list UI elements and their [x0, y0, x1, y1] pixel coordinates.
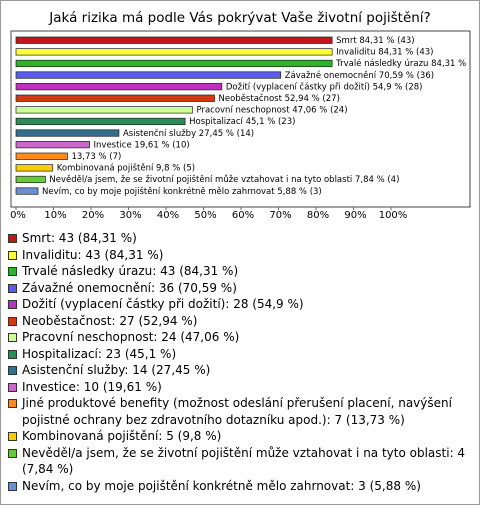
legend-item: Nevím, co by moje pojištění konkrétně mě… [8, 478, 470, 495]
legend-item: Smrt: 43 (84,31 %) [8, 230, 470, 247]
legend-label: Hospitalizací: 23 (45,1 %) [22, 346, 177, 361]
data-label: Invaliditu 84,31 % (43) [336, 48, 433, 58]
legend-label: Trvalé následky úrazu: 43 (84,31 %) [22, 264, 239, 278]
legend-label: Pracovní neschopnost: 24 (47,06 %) [22, 330, 240, 344]
legend-item: Investice: 10 (19,61 %) [8, 379, 470, 396]
legend-item: Pracovní neschopnost: 24 (47,06 %) [8, 329, 470, 346]
bar [15, 94, 215, 102]
data-label: Kombinovaná pojištění 9,8 % (5) [57, 163, 195, 174]
chart-title: Jaká rizika má podle Vás pokrývat Vaše ž… [48, 10, 430, 26]
legend-swatch [8, 399, 17, 408]
bar [15, 59, 333, 68]
legend-item: Neoběstačnost: 27 (52,94 %) [8, 313, 470, 330]
bar [15, 36, 333, 44]
data-label: Závažné onemocnění 70,59 % (36) [285, 70, 434, 81]
legend-label: Dožití (vyplacení částky při dožití): 28… [22, 297, 304, 311]
data-label: Asistenční služby 27,45 % (14) [123, 128, 254, 139]
legend-label: Závažné onemocnění: 36 (70,59 %) [22, 280, 237, 295]
data-label: Dožití (vyplacení částky při dožití) 54,… [226, 81, 423, 92]
legend-swatch [8, 481, 17, 491]
data-label: Hospitalizací 45,1 % (23) [189, 117, 295, 127]
bar [15, 48, 333, 56]
legend-swatch [8, 283, 17, 293]
legend-swatch [8, 267, 17, 276]
bar [15, 164, 54, 172]
bar [15, 129, 120, 137]
data-label: Investice 19,61 % (10) [94, 140, 190, 150]
legend-item: Závažné onemocnění: 36 (70,59 %) [8, 280, 470, 297]
bar [15, 152, 68, 160]
x-tick-label: 50% [194, 210, 216, 221]
legend-swatch [8, 300, 17, 309]
legend-label: Investice: 10 (19,61 %) [22, 379, 162, 394]
legend-swatch [8, 316, 17, 326]
data-label: Trvalé následky úrazu 84,31 % (43) [335, 58, 479, 69]
legend-swatch [8, 234, 17, 243]
legend-item: Hospitalizací: 23 (45,1 %) [8, 346, 470, 363]
x-tick-label: 90% [344, 210, 366, 221]
legend-swatch [8, 250, 17, 260]
legend-label: Jiné produktové benefity (možnost odeslá… [22, 396, 452, 427]
data-label: 13,73 % (7) [71, 152, 121, 162]
legend-item: Nevěděl/a jsem, že se životní pojištění … [8, 445, 470, 478]
legend-item: Kombinovaná pojištění: 5 (9,8 %) [8, 428, 470, 445]
legend-item: Invaliditu: 43 (84,31 %) [8, 247, 470, 264]
data-label: Neoběstačnost 52,94 % (27) [219, 93, 340, 104]
bar [15, 187, 39, 195]
legend-swatch [8, 366, 17, 375]
data-label: Nevím, co by moje pojištění konkrétně mě… [42, 186, 322, 197]
data-label: Pracovní neschopnost 47,06 % (24) [196, 106, 347, 116]
legend-swatch [8, 448, 17, 458]
x-tick-label: 40% [157, 210, 179, 221]
legend-label: Nevím, co by moje pojištění konkrétně mě… [22, 478, 421, 493]
legend-swatch [8, 382, 17, 392]
legend-label: Nevěděl/a jsem, že se životní pojištění … [22, 445, 466, 477]
bar [15, 175, 46, 184]
x-tick-label: 10% [44, 210, 66, 221]
x-tick-label: 100% [379, 210, 408, 221]
data-label: Nevěděl/a jsem, že se životní pojištění … [49, 174, 399, 185]
legend-swatch [8, 432, 17, 441]
x-tick-label: 60% [232, 210, 254, 221]
bar [15, 106, 193, 114]
legend-swatch [8, 333, 17, 342]
legend: Smrt: 43 (84,31 %) Invaliditu: 43 (84,31 … [8, 230, 470, 494]
bar [15, 71, 282, 79]
x-tick-label: 20% [82, 210, 104, 221]
legend-label: Asistenční služby: 14 (27,45 %) [22, 363, 211, 377]
plot: Jaká rizika má podle Vás pokrývat Vaše ž… [10, 10, 479, 221]
x-tick-label: 30% [119, 210, 141, 221]
bar [15, 117, 186, 126]
legend-item: Dožití (vyplacení částky při dožití): 28… [8, 296, 470, 313]
x-tick-label: 80% [307, 210, 329, 221]
legend-label: Smrt: 43 (84,31 %) [22, 231, 137, 245]
legend-swatch [8, 349, 17, 359]
legend-label: Neoběstačnost: 27 (52,94 %) [22, 313, 198, 328]
x-tick-label: 0% [10, 210, 26, 221]
legend-label: Invaliditu: 43 (84,31 %) [22, 247, 164, 262]
legend-item: Asistenční služby: 14 (27,45 %) [8, 362, 470, 379]
legend-label: Kombinovaná pojištění: 5 (9,8 %) [22, 429, 222, 443]
data-label: Smrt 84,31 % (43) [336, 36, 414, 46]
legend-item: Trvalé následky úrazu: 43 (84,31 %) [8, 263, 470, 280]
bar [15, 141, 90, 149]
legend-item: Jiné produktové benefity (možnost odeslá… [8, 395, 470, 428]
bar [15, 83, 223, 91]
x-tick-label: 70% [269, 210, 291, 221]
